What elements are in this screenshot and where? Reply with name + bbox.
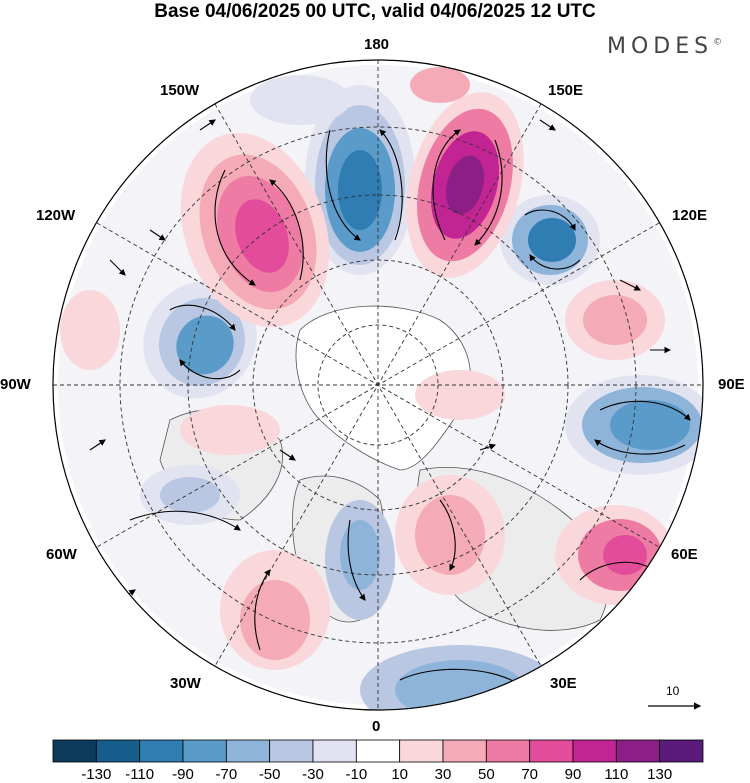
lon-label-30w: 30W xyxy=(170,675,201,692)
vector-scale-label: 10 xyxy=(666,684,680,698)
colorbar-swatch xyxy=(485,739,531,763)
colorbar-label: 130 xyxy=(647,766,673,783)
colorbar-swatch xyxy=(572,739,617,763)
colorbar-swatch xyxy=(312,739,357,763)
brand-logo: MODES© xyxy=(607,34,722,59)
colorbar xyxy=(52,739,704,763)
colorbar-label: -130 xyxy=(81,766,112,783)
lon-label-0: 0 xyxy=(372,718,381,735)
colorbar-label: 10 xyxy=(391,766,408,783)
colorbar-label: -70 xyxy=(215,766,238,783)
lon-label-90w: 90W xyxy=(0,376,31,393)
lon-label-60w: 60W xyxy=(46,546,77,563)
colorbar-swatch xyxy=(95,739,141,763)
colorbar-swatch xyxy=(399,739,444,763)
negative-anomaly-region xyxy=(140,75,703,710)
map-boundary xyxy=(52,59,704,711)
colorbar-swatch xyxy=(355,739,401,763)
map-title: Base 04/06/2025 00 UTC, valid 04/06/2025… xyxy=(154,1,596,22)
colorbar-label: 90 xyxy=(564,766,582,783)
lon-label-150e: 150E xyxy=(548,82,584,99)
wind-vectors xyxy=(89,119,691,686)
lon-label-60e: 60E xyxy=(671,546,698,563)
anomaly-field xyxy=(53,60,703,710)
colorbar-label: -110 xyxy=(125,766,155,783)
colorbar-swatch xyxy=(139,739,184,763)
colorbar-swatch xyxy=(659,739,704,763)
colorbar-label: -90 xyxy=(172,766,194,783)
positive-anomaly-region xyxy=(60,67,675,670)
colorbar-label: -30 xyxy=(302,766,324,783)
colorbar-swatch xyxy=(52,739,97,763)
lon-label-150w: 150W xyxy=(160,82,200,99)
lon-label-120e: 120E xyxy=(672,207,708,224)
colorbar-swatch xyxy=(182,739,227,763)
colorbar-swatch xyxy=(269,739,314,763)
colorbar-label: 30 xyxy=(434,766,452,783)
colorbar-label: 110 xyxy=(604,766,629,783)
lon-label-120w: 120W xyxy=(36,207,76,224)
colorbar-label: -10 xyxy=(345,766,368,783)
colorbar-swatch xyxy=(225,739,271,763)
lon-label-30e: 30E xyxy=(550,675,577,692)
colorbar-label: 70 xyxy=(521,766,538,783)
lon-label-90e: 90E xyxy=(718,376,745,393)
colorbar-swatch xyxy=(442,739,487,763)
colorbar-swatch xyxy=(529,739,574,763)
lon-label-180: 180 xyxy=(364,36,390,53)
brand-mark: © xyxy=(713,37,723,48)
colorbar-label: 50 xyxy=(477,766,495,783)
colorbar-label: -50 xyxy=(258,766,281,783)
colorbar-swatch xyxy=(615,739,661,763)
brand-name: MODES xyxy=(607,34,714,59)
